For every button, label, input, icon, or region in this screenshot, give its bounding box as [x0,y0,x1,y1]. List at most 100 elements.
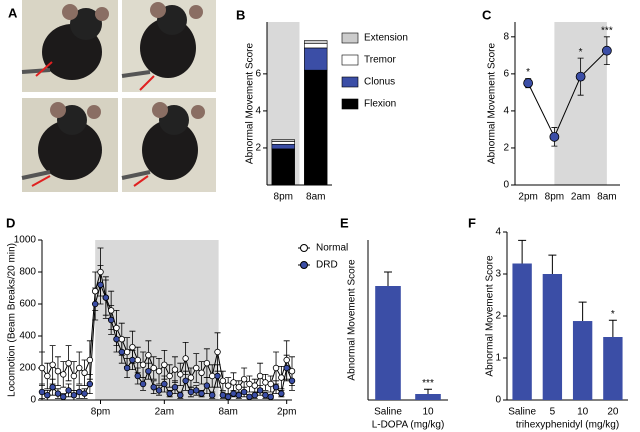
x-tick-label: 10 [577,407,589,418]
y-tick-label: 0 [503,180,509,191]
arrow [139,75,155,91]
x-tick-label: 10 [422,407,434,418]
x-tick-label: 2am [155,407,174,418]
point [113,324,120,332]
point [230,379,237,386]
x-tick-label: 2pm [518,192,537,203]
point [139,380,147,388]
photo [21,0,118,92]
point [575,71,586,82]
significance: *** [601,25,613,36]
y-tick-label: 4 [495,227,501,238]
legend-swatch [341,98,359,110]
x-tick-label: 2pm [277,407,296,418]
significance: *** [422,378,434,389]
point [49,361,56,368]
point [283,364,290,372]
point [267,380,274,388]
point [139,361,147,368]
y-tick-label: 6 [503,69,509,80]
mouse-head [70,8,102,40]
point [171,384,179,391]
y-tick-label: 8 [503,31,509,42]
legend-marker [300,244,308,252]
y-tick-label: 0 [495,395,501,406]
point [240,388,248,396]
error-bar [608,319,617,337]
point [134,372,141,380]
point [262,392,269,399]
point [54,390,62,397]
x-tick-label: Saline [508,407,536,418]
error-bar [518,239,527,264]
point [76,388,83,396]
bar-segment [271,143,295,150]
point [278,390,285,397]
y-tick-label: 4 [503,106,509,117]
point [198,369,205,376]
point [198,390,205,397]
point [203,360,211,367]
point [230,390,237,397]
y-axis-label: Locomotion (Beam Breaks/20 min) [7,243,18,397]
mouse-tail [121,70,151,78]
legend-label: Extension [364,33,408,44]
mouse-ear [62,4,78,20]
point [145,352,152,359]
point [209,372,216,380]
point [60,393,67,400]
mouse-tail [21,68,51,74]
point [118,336,125,343]
x-axis-label: L-DOPA (mg/kg) [372,420,445,431]
bar-segment [271,148,295,186]
bar-segment [304,40,328,44]
arrow [133,175,149,187]
point [70,392,78,399]
bar [603,337,623,400]
point [235,384,243,391]
panel-label: B [236,7,245,22]
point [129,356,136,364]
error-bar [384,271,392,286]
point [113,336,120,343]
point [283,356,290,364]
point [193,364,200,372]
bar [572,321,593,400]
y-tick-label: 2 [503,143,509,154]
legend-label: Clonus [364,77,395,88]
mouse-ear [191,105,205,119]
y-tick-label: 3 [495,269,501,280]
point [193,387,200,394]
point [54,368,62,375]
y-tick-label: 6 [255,69,261,80]
point [214,372,221,380]
legend-label: DRD [316,260,338,271]
point [97,281,104,288]
point [60,371,67,378]
point [166,372,173,380]
point [123,364,131,372]
point [224,382,232,389]
mouse-ear [95,7,109,21]
point [203,382,211,389]
point [278,374,285,381]
photo [21,98,118,192]
point [44,372,51,380]
y-tick-label: 400 [19,331,36,342]
point [38,388,46,396]
point [262,379,269,386]
x-tick-label: Saline [374,407,402,418]
point [161,361,168,368]
mouse-ear [150,2,166,18]
bar-segment [304,47,328,71]
point [81,369,88,376]
point [91,300,99,308]
y-tick-label: 2 [255,143,261,154]
point [86,380,94,388]
legend-swatch [341,54,359,66]
point [214,348,221,356]
point [166,390,173,397]
panel-label: C [482,7,492,22]
point [256,372,264,380]
line [527,50,608,139]
